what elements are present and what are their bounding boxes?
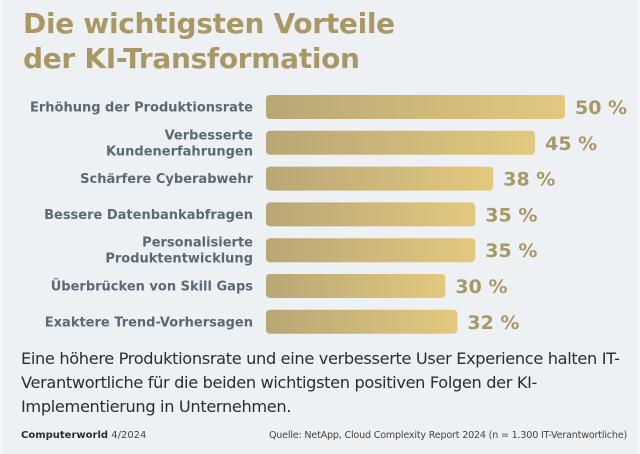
bar — [266, 95, 565, 119]
category-label-line: Erhöhung der Produktionsrate — [30, 101, 253, 116]
bar — [266, 274, 446, 298]
category-label-line: Exaktere Trend-Vorhersagen — [45, 315, 253, 330]
bar — [266, 309, 458, 334]
value-labels-group: 50 % 45 % 38 % 35 % 35 % 30 % 32 % — [455, 97, 627, 334]
value-label: 35 % — [485, 204, 537, 226]
value-label: 30 % — [455, 276, 507, 298]
category-label: Exaktere Trend-Vorhersagen — [45, 315, 253, 330]
value-label: 45 % — [545, 133, 597, 155]
bar — [266, 166, 494, 191]
value-label: 38 % — [503, 169, 555, 191]
footer: Computerworld 4/2024 Quelle: NetApp, Clo… — [21, 430, 627, 441]
bar-chart: Erhöhung der Produktionsrate Verbesserte K… — [30, 95, 627, 334]
category-label: Personalisierte Produktentwicklung — [105, 236, 253, 267]
chart-caption: Eine höhere Produktionsrate und eine ver… — [21, 349, 620, 416]
category-label-line: Personalisierte — [142, 236, 253, 251]
category-label: Überbrücken von Skill Gaps — [51, 279, 253, 295]
chart-title-line-1: Die wichtigsten Vorteile — [23, 7, 395, 40]
value-label: 50 % — [575, 97, 627, 119]
bar — [266, 130, 536, 155]
category-labels-group: Erhöhung der Produktionsrate Verbesserte K… — [30, 101, 254, 331]
category-label: Bessere Datenbankabfragen — [44, 208, 253, 223]
category-label-line: Kundenerfahrungen — [106, 144, 253, 159]
source-note: Quelle: NetApp, Cloud Complexity Report … — [268, 430, 627, 441]
category-label: Erhöhung der Produktionsrate — [30, 101, 253, 116]
value-label: 35 % — [485, 240, 537, 262]
chart-title-line-2: der KI-Transformation — [23, 42, 360, 75]
category-label-line: Verbesserte — [165, 128, 254, 143]
bar — [266, 238, 476, 263]
category-label: Schärfere Cyberabwehr — [80, 172, 253, 187]
value-label: 32 % — [467, 312, 519, 334]
category-label: Verbesserte Kundenerfahrungen — [106, 128, 253, 159]
category-label-line: Produktentwicklung — [105, 252, 253, 267]
chart-title: Die wichtigsten Vorteile der KI-Transfor… — [23, 6, 395, 76]
bars-group — [266, 95, 565, 334]
bar — [266, 202, 476, 227]
category-label-line: Überbrücken von Skill Gaps — [51, 279, 253, 295]
publication-issue: 4/2024 — [111, 430, 147, 441]
publication-name: Computerworld — [21, 430, 109, 441]
category-label-line: Schärfere Cyberabwehr — [80, 172, 253, 187]
category-label-line: Bessere Datenbankabfragen — [44, 208, 253, 223]
